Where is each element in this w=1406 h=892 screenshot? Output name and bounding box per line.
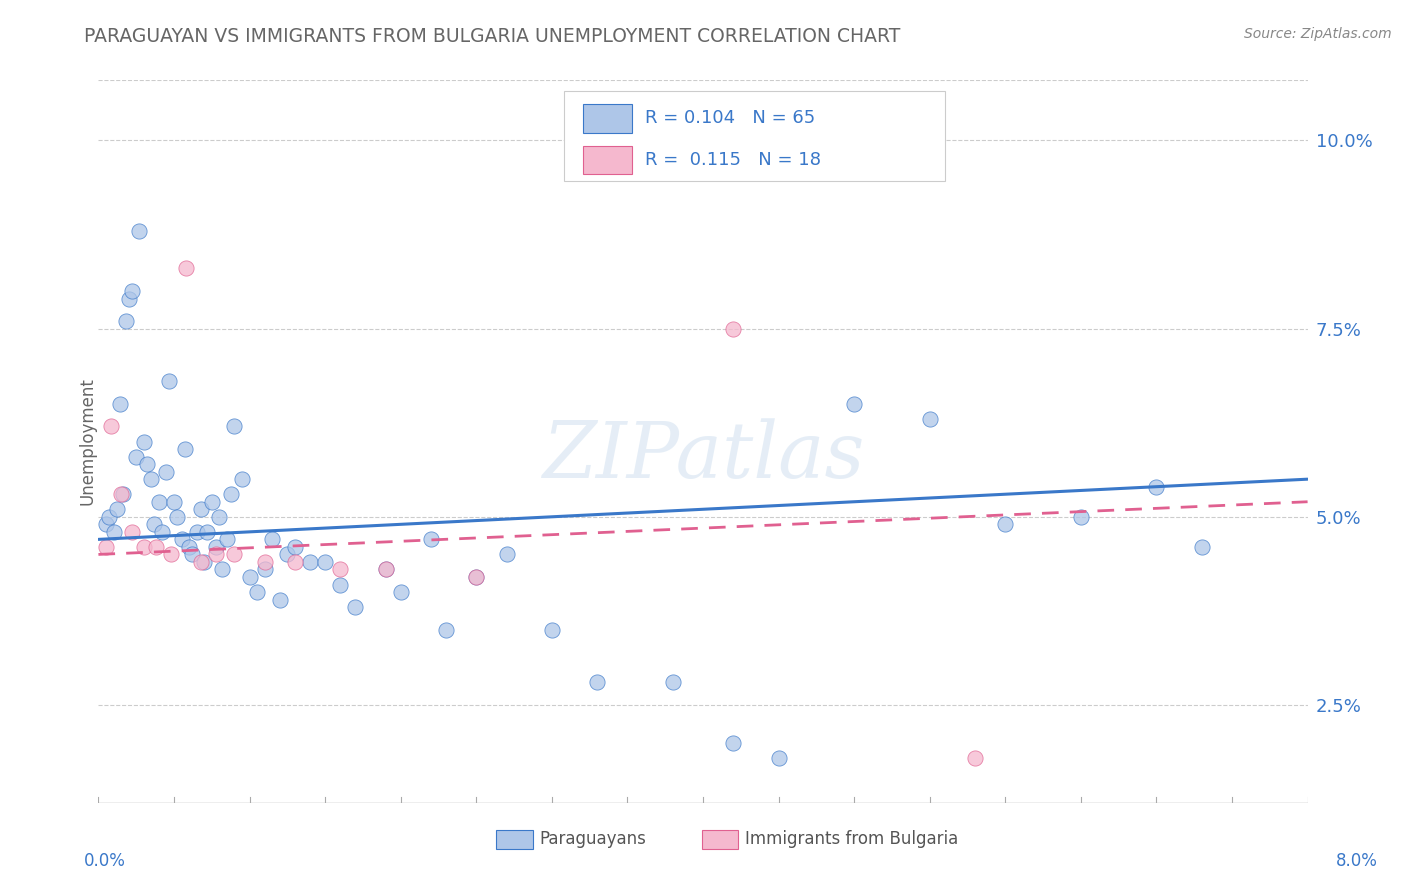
Text: ZIPatlas: ZIPatlas — [541, 417, 865, 494]
Point — [540, 623, 562, 637]
Point — [190, 555, 212, 569]
Point — [231, 472, 253, 486]
Text: PARAGUAYAN VS IMMIGRANTS FROM BULGARIA UNEMPLOYMENT CORRELATION CHART: PARAGUAYAN VS IMMIGRANTS FROM BULGARIA U… — [84, 27, 901, 45]
Point — [284, 540, 307, 554]
Point — [132, 434, 155, 449]
Point — [262, 533, 284, 547]
Point — [661, 675, 683, 690]
Point — [179, 540, 201, 554]
Point — [239, 570, 262, 584]
Point — [163, 494, 186, 508]
Point — [141, 472, 163, 486]
Point — [723, 735, 745, 749]
Point — [844, 397, 866, 411]
FancyBboxPatch shape — [583, 104, 631, 133]
Point — [186, 524, 208, 539]
Text: Source: ZipAtlas.com: Source: ZipAtlas.com — [1244, 27, 1392, 41]
Point — [100, 419, 122, 434]
Point — [224, 419, 246, 434]
Point — [205, 540, 228, 554]
Y-axis label: Unemployment: Unemployment — [79, 377, 96, 506]
Point — [208, 509, 231, 524]
Point — [145, 540, 167, 554]
Point — [150, 524, 173, 539]
Point — [128, 224, 150, 238]
Point — [195, 524, 218, 539]
Point — [201, 494, 224, 508]
Point — [374, 562, 396, 576]
Point — [125, 450, 148, 464]
Point — [174, 261, 197, 276]
Point — [110, 487, 132, 501]
Point — [723, 321, 745, 335]
Point — [166, 509, 188, 524]
Point — [94, 517, 117, 532]
Text: R = 0.104   N = 65: R = 0.104 N = 65 — [645, 110, 815, 128]
Point — [193, 555, 215, 569]
Point — [160, 548, 183, 562]
Text: 0.0%: 0.0% — [84, 852, 127, 870]
Point — [121, 284, 143, 298]
Point — [111, 487, 134, 501]
Point — [284, 555, 307, 569]
Point — [768, 750, 790, 764]
Point — [253, 555, 276, 569]
FancyBboxPatch shape — [702, 830, 738, 849]
Point — [221, 487, 243, 501]
FancyBboxPatch shape — [564, 91, 945, 181]
Point — [148, 494, 170, 508]
Point — [118, 292, 141, 306]
Point — [94, 540, 117, 554]
Point — [190, 502, 212, 516]
Point — [269, 592, 291, 607]
Text: 8.0%: 8.0% — [1336, 852, 1378, 870]
Point — [329, 577, 352, 591]
Point — [299, 555, 322, 569]
Point — [108, 397, 131, 411]
Point — [465, 570, 488, 584]
Point — [173, 442, 195, 456]
Point — [314, 555, 336, 569]
Point — [994, 517, 1017, 532]
Point — [205, 548, 228, 562]
Text: Paraguayans: Paraguayans — [540, 830, 647, 848]
Point — [276, 548, 298, 562]
Point — [181, 548, 204, 562]
Point — [98, 509, 121, 524]
Point — [329, 562, 352, 576]
Point — [253, 562, 276, 576]
Point — [374, 562, 396, 576]
Point — [143, 517, 166, 532]
Point — [495, 548, 517, 562]
Point — [135, 457, 157, 471]
Point — [918, 412, 941, 426]
Point — [586, 675, 609, 690]
Point — [246, 585, 269, 599]
Point — [155, 465, 177, 479]
FancyBboxPatch shape — [496, 830, 533, 849]
Point — [159, 375, 181, 389]
Point — [465, 570, 488, 584]
Point — [114, 314, 136, 328]
Point — [1070, 509, 1092, 524]
Point — [965, 750, 987, 764]
Text: Immigrants from Bulgaria: Immigrants from Bulgaria — [745, 830, 959, 848]
Point — [1191, 540, 1213, 554]
Point — [132, 540, 155, 554]
Point — [103, 524, 125, 539]
Point — [215, 533, 238, 547]
Point — [105, 502, 128, 516]
Point — [211, 562, 233, 576]
Point — [224, 548, 246, 562]
Point — [389, 585, 412, 599]
Point — [434, 623, 457, 637]
Point — [170, 533, 193, 547]
FancyBboxPatch shape — [583, 145, 631, 175]
Point — [420, 533, 443, 547]
Point — [344, 600, 367, 615]
Point — [1146, 480, 1168, 494]
Point — [121, 524, 143, 539]
Text: R =  0.115   N = 18: R = 0.115 N = 18 — [645, 151, 821, 169]
